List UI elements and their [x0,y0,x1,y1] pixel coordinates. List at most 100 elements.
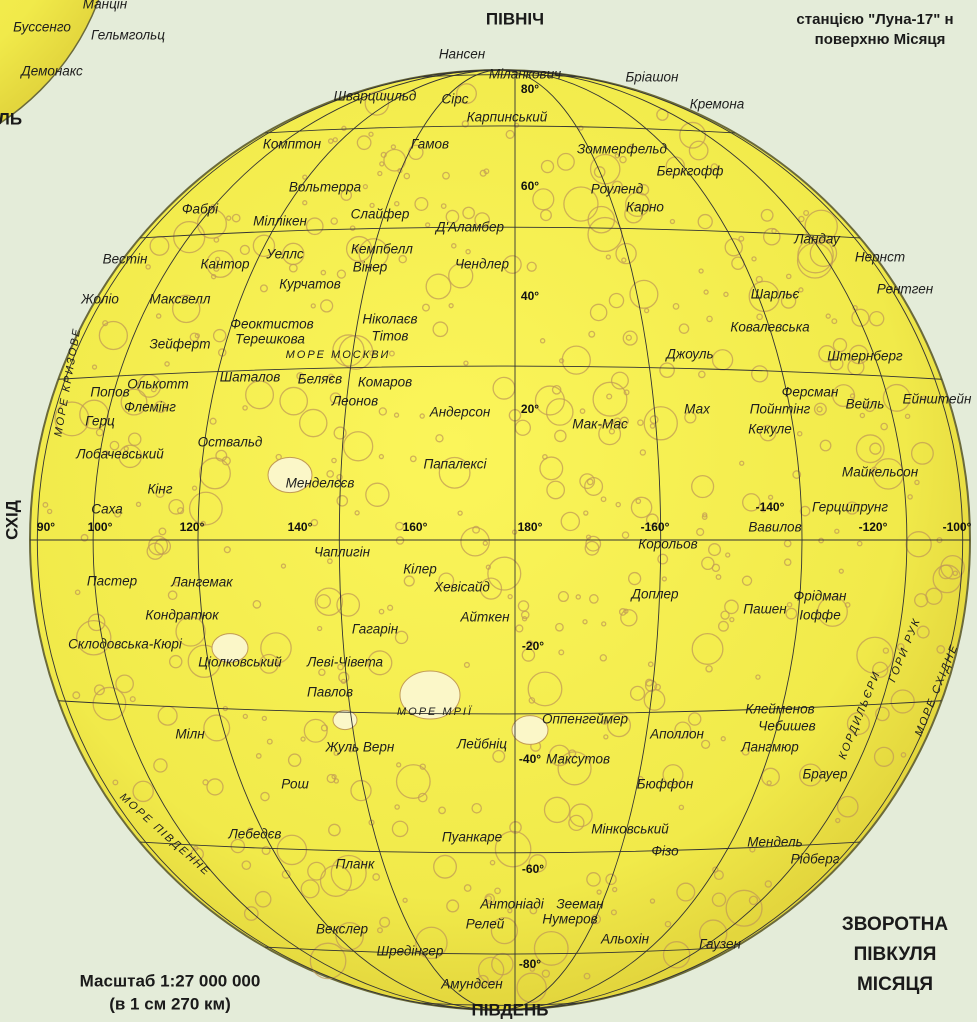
crater [154,400,167,414]
crater [817,596,848,627]
crater [280,563,287,569]
feature-label: Штернберг [827,349,903,364]
crater [684,411,697,424]
feature-label: Корольов [638,537,697,552]
crater [303,718,328,743]
crater [415,926,448,960]
crater [659,362,675,378]
feature-label: Комаров [358,375,412,390]
feature-label: Майкельсон [842,465,919,480]
feature-label: Лебедєв [228,827,282,842]
crater [832,337,848,353]
crater [625,334,632,341]
feature-label: Оствальд [198,435,263,450]
crater [438,456,471,489]
feature-label: Мінковський [591,822,669,837]
crater [102,320,109,327]
crater [615,501,621,508]
feature-label: Андерсон [429,405,491,420]
longitude-label: 180° [518,520,543,534]
crater [952,570,959,577]
crater [661,576,667,582]
feature-label: Демонакс [19,64,83,79]
feature-label: Зееман [556,897,604,912]
sea-label: МОРЕ МОСКВИ [286,349,391,361]
feature-label: Вестін [103,252,148,267]
feature-label: Жуль Верн [325,740,395,755]
crater [756,313,763,321]
crater [155,488,165,499]
crater [645,678,654,687]
crater [123,445,129,452]
feature-label: Кемпбелл [351,242,413,257]
longitude-label: -100° [943,520,972,534]
crater [327,373,334,380]
crater [421,303,430,312]
feature-label: Рош [281,777,309,792]
crater [260,791,270,802]
feature-label: Кілер [403,562,437,577]
crater [724,599,739,615]
crater [368,819,375,826]
crater [697,213,713,230]
parallel [264,946,736,955]
feature-label: Олькотт [127,377,188,392]
crater [829,356,844,371]
crater [164,361,170,367]
crater [904,413,911,420]
crater [846,711,870,736]
feature-label: Зейферт [150,337,211,352]
crater [749,846,756,853]
crater [624,204,644,224]
scale-ratio: Масштаб 1:27 000 000 [80,971,261,990]
crater [333,426,347,440]
mare [332,709,358,731]
crater [333,778,340,784]
crater [369,202,375,209]
crater [818,537,825,544]
crater [600,496,607,503]
crater [526,640,534,648]
crater [748,895,759,906]
feature-label: Рідберг [791,852,840,867]
crater [259,284,268,293]
crater [74,589,81,596]
crater [583,972,591,980]
feature-label: Бріашон [626,70,680,85]
crater [252,234,276,258]
meridian [36,69,501,1011]
crater [696,527,705,537]
crater [212,328,227,343]
crater [354,510,360,516]
crater [255,753,262,759]
crater [792,470,802,479]
crater [337,663,344,671]
crater [831,318,838,325]
crater [338,671,350,683]
crater [477,956,505,984]
crater [780,293,797,309]
latitude-label: -20° [522,639,544,653]
crater [445,209,460,224]
crater [296,372,304,380]
feature-label: Релей [466,917,505,932]
crater [900,752,907,758]
crater [698,370,706,379]
crater [624,191,651,217]
crater [546,480,566,500]
crater [266,738,273,745]
feature-label: Фізо [651,844,679,859]
crater [844,602,851,608]
crater [348,747,354,753]
feature-label: Фабрі [182,202,219,217]
crater [583,510,589,516]
meridian [92,69,501,1011]
crater [882,383,911,412]
crater [608,428,616,435]
title-line: МІСЯЦЯ [857,974,933,995]
crater [435,434,444,443]
crater [799,505,811,517]
crater [326,558,333,565]
crater [845,501,859,515]
